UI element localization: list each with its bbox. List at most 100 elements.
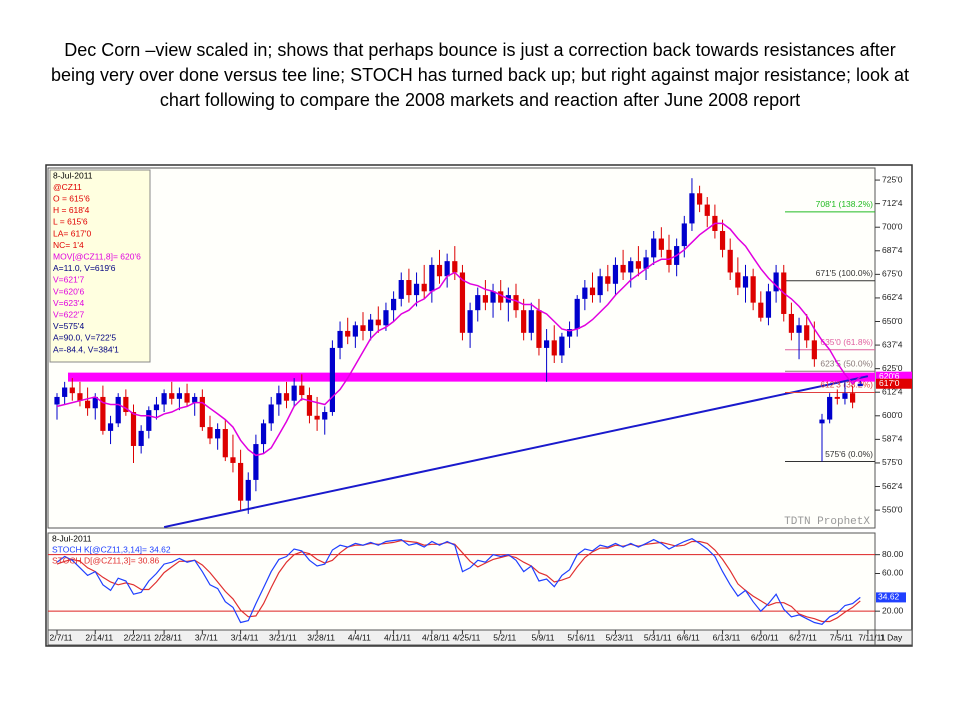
candle-body xyxy=(605,276,611,284)
y-tick-label: 712'4 xyxy=(882,198,903,208)
candle-body xyxy=(192,396,198,403)
price-tag-label: 617'0 xyxy=(879,378,900,388)
candle-body xyxy=(283,393,290,401)
candle-body xyxy=(658,238,664,250)
candle-body xyxy=(306,395,313,416)
stochastic-line xyxy=(56,538,861,625)
candle-body xyxy=(215,428,221,439)
candle-body xyxy=(345,330,351,337)
candle-body xyxy=(314,415,320,420)
candle-body xyxy=(765,291,772,318)
x-tick-label: 5/31/11 xyxy=(644,632,672,642)
info-line: MOV[@CZ11,8]= 620'6 xyxy=(53,251,141,261)
candle-body xyxy=(574,298,580,330)
candle-body xyxy=(459,272,466,333)
candle-body xyxy=(375,319,381,326)
x-tick-label: 5/9/11 xyxy=(531,632,554,642)
candle-body xyxy=(161,393,167,405)
stochastic-info-line: STOCH D[@CZ11,3]= 30.86 xyxy=(52,555,160,565)
y-tick-label: 700'0 xyxy=(882,221,903,231)
info-line: LA= 617'0 xyxy=(53,228,92,238)
candle-body xyxy=(651,238,657,258)
y-tick-label: 60.00 xyxy=(882,568,904,578)
candle-body xyxy=(704,204,710,216)
x-tick-label: 3/14/11 xyxy=(231,632,259,642)
candle-body xyxy=(352,325,358,337)
candle-body xyxy=(628,261,634,273)
y-tick-label: 587'4 xyxy=(882,434,903,444)
info-line: V=620'6 xyxy=(53,286,84,296)
trendline xyxy=(163,375,869,528)
fib-label: 708'1 (138.2%) xyxy=(816,199,874,209)
info-line: V=621'7 xyxy=(53,275,84,285)
info-line: A=-84.4, V=384'1 xyxy=(53,344,119,354)
candle-body xyxy=(857,383,863,387)
info-line: O = 615'6 xyxy=(53,193,90,203)
candle-body xyxy=(758,302,764,318)
candle-body xyxy=(245,479,251,501)
candle-body xyxy=(85,400,91,409)
stochastic-info-line: STOCH K[@CZ11,3,14]= 34.62 xyxy=(52,544,171,554)
x-tick-label: 6/13/11 xyxy=(713,632,741,642)
candle-body xyxy=(643,257,649,269)
candle-body xyxy=(184,393,190,403)
info-line: 8-Jul-2011 xyxy=(53,170,93,180)
candle-body xyxy=(689,193,695,224)
candle-body xyxy=(551,340,557,356)
candle-body xyxy=(268,404,274,424)
info-line: V=575'4 xyxy=(53,321,84,331)
y-tick-label: 612'4 xyxy=(882,386,903,396)
x-tick-label: 5/2/11 xyxy=(493,632,516,642)
candle-body xyxy=(444,261,450,277)
candle-body xyxy=(123,396,129,413)
y-tick-label: 650'0 xyxy=(882,316,903,326)
info-line: A=90.0, V=722'5 xyxy=(53,333,116,343)
y-tick-label: 80.00 xyxy=(882,549,904,559)
candle-body xyxy=(253,444,259,480)
candle-body xyxy=(291,385,297,401)
y-tick-label: 575'0 xyxy=(882,457,903,467)
x-tick-label: 6/27/11 xyxy=(789,632,817,642)
fib-label: 671'5 (100.0%) xyxy=(816,268,874,278)
x-tick-label: 4/4/11 xyxy=(348,632,371,642)
candle-body xyxy=(788,313,794,333)
candle-body xyxy=(299,385,305,396)
stochastic-info-line: 8-Jul-2011 xyxy=(52,533,92,543)
candle-body xyxy=(222,428,228,458)
candle-body xyxy=(436,264,443,277)
x-tick-label: 4/11/11 xyxy=(384,632,411,642)
candle-body xyxy=(620,264,626,273)
x-tick-label: 5/23/11 xyxy=(606,632,634,642)
x-tick-label: 4/25/11 xyxy=(453,632,481,642)
interval-band xyxy=(874,629,913,646)
candle-body xyxy=(54,396,60,405)
candle-body xyxy=(452,261,458,273)
info-line: @CZ11 xyxy=(53,182,82,192)
candle-body xyxy=(176,393,182,399)
candle-body xyxy=(819,419,825,424)
candle-body xyxy=(811,340,817,360)
fib-label: 635'0 (61.8%) xyxy=(820,337,873,347)
candle-body xyxy=(498,291,504,303)
candle-body xyxy=(329,347,335,413)
candle-body xyxy=(482,295,488,303)
candle-body xyxy=(589,287,596,296)
candle-body xyxy=(130,412,137,446)
candle-body xyxy=(398,280,404,299)
candle-body xyxy=(566,329,573,337)
y-tick-label: 637'4 xyxy=(882,339,903,349)
candle-body xyxy=(490,291,496,303)
value-tag xyxy=(876,592,906,603)
info-line: H = 618'4 xyxy=(53,205,90,215)
candle-body xyxy=(796,325,802,333)
candle-body xyxy=(612,264,619,284)
price-tag xyxy=(876,371,912,382)
y-tick-label: 675'0 xyxy=(882,269,903,279)
candle-body xyxy=(528,310,534,333)
candle-body xyxy=(536,310,542,348)
candle-body xyxy=(391,298,397,311)
candle-body xyxy=(513,295,519,311)
candle-body xyxy=(735,272,741,288)
candle-body xyxy=(559,336,565,356)
